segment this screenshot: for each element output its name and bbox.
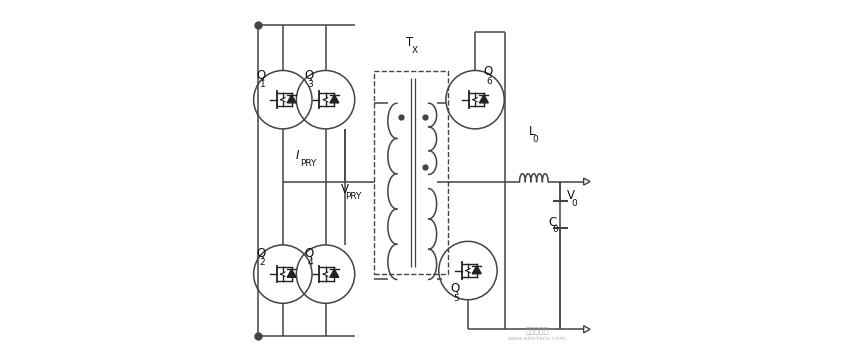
Text: 0: 0 — [571, 199, 577, 208]
Text: V: V — [566, 189, 574, 202]
Text: Q: Q — [304, 246, 313, 259]
Text: 1: 1 — [259, 80, 265, 89]
Text: T: T — [405, 36, 412, 49]
Polygon shape — [472, 266, 481, 274]
Text: 0: 0 — [552, 225, 558, 235]
Text: 3: 3 — [307, 80, 313, 89]
Polygon shape — [329, 95, 339, 103]
Text: Q: Q — [450, 282, 459, 295]
Text: I: I — [295, 149, 299, 162]
Text: L: L — [528, 125, 534, 138]
Text: Q: Q — [256, 246, 265, 259]
Text: Q: Q — [304, 68, 313, 81]
Polygon shape — [287, 95, 296, 103]
Polygon shape — [479, 95, 488, 103]
Text: 5: 5 — [453, 294, 459, 303]
Text: Q: Q — [256, 68, 265, 81]
Text: 2: 2 — [259, 258, 265, 267]
Text: PRY: PRY — [299, 158, 316, 168]
Text: 6: 6 — [486, 77, 492, 86]
Bar — [373, 71, 448, 274]
Text: V: V — [340, 183, 348, 196]
Polygon shape — [329, 269, 339, 277]
Text: PRY: PRY — [345, 192, 362, 201]
Text: www.elecfans.com: www.elecfans.com — [508, 336, 566, 341]
Text: 4: 4 — [307, 258, 313, 267]
Text: Q: Q — [483, 65, 492, 78]
Text: C: C — [548, 216, 555, 229]
Polygon shape — [287, 269, 296, 277]
Text: 电子发烧友: 电子发烧友 — [525, 326, 548, 335]
Text: 0: 0 — [532, 135, 538, 144]
Text: X: X — [411, 46, 417, 55]
